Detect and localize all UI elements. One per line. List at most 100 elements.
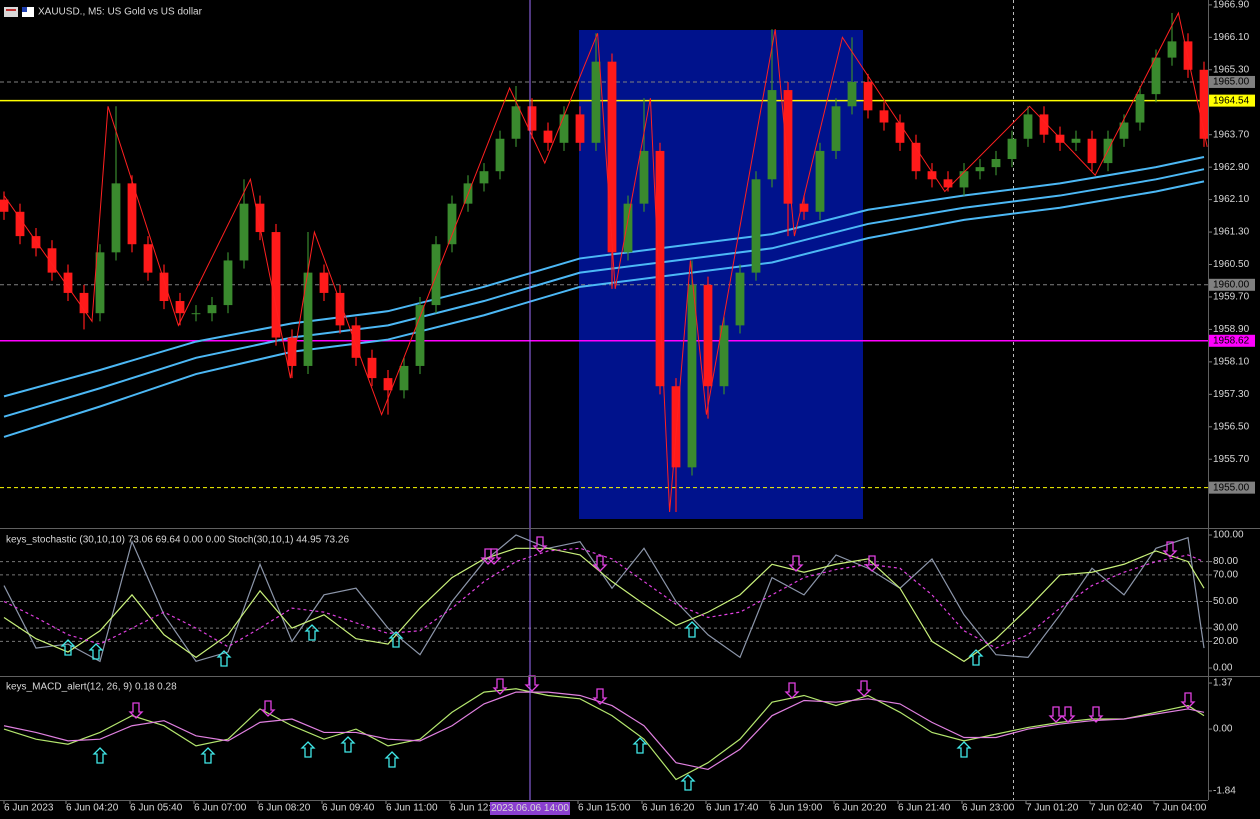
sell-arrow — [486, 548, 502, 565]
sell-arrow — [1088, 706, 1104, 723]
candle-body — [287, 337, 297, 366]
sell-arrow — [480, 548, 496, 565]
chart-icon — [4, 7, 18, 17]
candle-body — [975, 167, 985, 172]
y-tick-label: 20.00 — [1213, 636, 1238, 647]
candle-body — [623, 203, 633, 253]
level-label-box — [1209, 75, 1255, 88]
x-tick-label: 6 Jun 09:40 — [322, 803, 375, 814]
candle-body — [95, 252, 105, 314]
moving-average-band — [3, 168, 1205, 418]
candle-body — [655, 150, 665, 387]
candle-body — [815, 150, 825, 212]
level-label-box — [1209, 278, 1255, 291]
candle-body — [47, 248, 57, 273]
sell-arrow — [592, 688, 608, 705]
candle-body — [703, 284, 713, 387]
candle-body — [1167, 41, 1177, 58]
sell-arrow — [1162, 541, 1178, 558]
candle-body — [111, 183, 121, 253]
candle-body — [735, 272, 745, 326]
candle-body — [1007, 138, 1017, 160]
x-tick-label: 6 Jun 20:20 — [834, 803, 887, 814]
candle-body — [751, 179, 761, 273]
x-tick-label: 6 Jun 08:20 — [258, 803, 311, 814]
buy-arrow — [680, 774, 696, 791]
level-label: 1965.00 — [1213, 77, 1250, 88]
candle-body — [1135, 94, 1145, 123]
candle-body — [959, 171, 969, 188]
candle-body — [591, 61, 601, 143]
candle-body — [447, 203, 457, 245]
sell-arrow — [532, 536, 548, 553]
chart-title: XAUUSD., M5: US Gold vs US dollar — [38, 7, 203, 18]
crosshair-label: 2023.06.06 14:00 — [491, 803, 569, 814]
candle-body — [367, 357, 377, 379]
candle-body — [63, 272, 73, 293]
candle-body — [399, 365, 409, 391]
y-tick-label: 1.37 — [1213, 678, 1233, 689]
flag-icon — [22, 7, 34, 17]
y-tick-label: 30.00 — [1213, 623, 1238, 634]
candle-body — [31, 236, 41, 249]
x-tick-label: 7 Jun 04:00 — [1154, 803, 1207, 814]
level-label-box — [1209, 94, 1255, 107]
candle-body — [479, 171, 489, 184]
indicator-line — [3, 534, 1205, 663]
candle-body — [559, 114, 569, 143]
y-tick-label: 1960.50 — [1213, 259, 1250, 270]
sell-arrow — [856, 680, 872, 697]
candle-body — [1087, 138, 1097, 164]
sell-arrow — [784, 682, 800, 699]
candle-body — [79, 292, 89, 314]
flag-icon — [22, 7, 27, 12]
sell-arrow — [128, 702, 144, 719]
indicator-title: keys_stochastic (30,10,10) 73.06 69.64 0… — [6, 535, 349, 546]
candle-body — [1023, 114, 1033, 139]
zigzag-line — [3, 11, 1208, 513]
buy-arrow — [632, 737, 648, 754]
candle-body — [495, 138, 505, 172]
buy-arrow — [384, 751, 400, 768]
candle-body — [847, 81, 857, 107]
candle-body — [1199, 69, 1209, 139]
y-tick-label: 1963.70 — [1213, 129, 1250, 140]
indicator-line — [3, 547, 1205, 663]
candle-body — [879, 110, 889, 123]
candle-body — [911, 142, 921, 172]
y-tick-label: 1958.90 — [1213, 324, 1250, 335]
sell-arrow — [492, 678, 508, 695]
candle-body — [319, 272, 329, 293]
candle-body — [15, 211, 25, 237]
y-tick-label: 0.00 — [1213, 663, 1233, 674]
x-tick-label: 6 Jun 11:00 — [386, 803, 438, 814]
candle-body — [1151, 57, 1161, 95]
indicator-line — [3, 547, 1205, 649]
candle-body — [687, 284, 697, 468]
sell-arrow — [788, 555, 804, 572]
sell-arrow — [1060, 706, 1076, 723]
candle-body — [335, 292, 345, 326]
level-label-box — [1209, 481, 1255, 494]
x-tick-label: 6 Jun 21:40 — [898, 803, 951, 814]
y-tick-label: 0.00 — [1213, 724, 1233, 735]
candle-body — [927, 171, 937, 180]
candle-body — [1071, 138, 1081, 143]
candle-body — [1119, 122, 1129, 139]
x-tick-label: 6 Jun 23:00 — [962, 803, 1015, 814]
candle-body — [511, 106, 521, 139]
buy-arrow — [304, 624, 320, 641]
sell-arrow — [260, 700, 276, 717]
buy-arrow — [340, 736, 356, 753]
buy-arrow — [60, 639, 76, 656]
candle-body — [255, 203, 265, 233]
x-tick-label: 6 Jun 2023 — [4, 803, 54, 814]
candle-body — [383, 378, 393, 391]
y-tick-label: 1965.30 — [1213, 64, 1250, 75]
highlight-rectangle — [579, 30, 863, 519]
y-tick-label: -1.84 — [1213, 786, 1236, 797]
y-tick-label: 1955.70 — [1213, 454, 1250, 465]
